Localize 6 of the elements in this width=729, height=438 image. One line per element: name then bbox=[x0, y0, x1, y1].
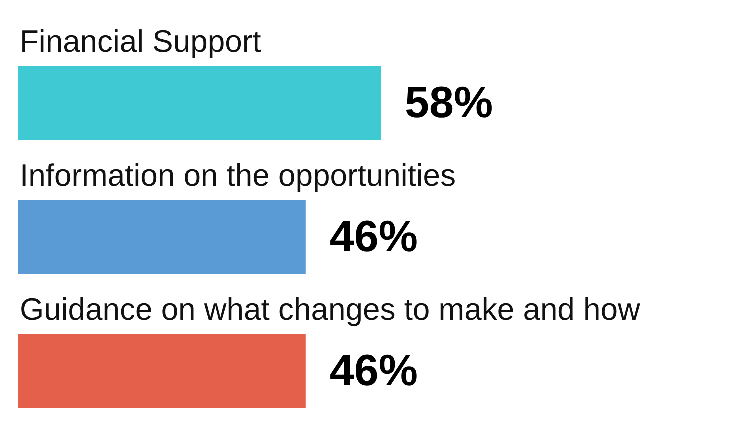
y-tick-label: Guidance on what changes to make and how bbox=[20, 292, 642, 327]
data-label: 58% bbox=[405, 78, 494, 128]
data-label: 46% bbox=[330, 346, 418, 396]
data-label: 46% bbox=[330, 212, 418, 262]
y-tick-label: Information on the opportunities bbox=[20, 158, 456, 193]
y-tick-label: Financial Support bbox=[20, 24, 262, 59]
